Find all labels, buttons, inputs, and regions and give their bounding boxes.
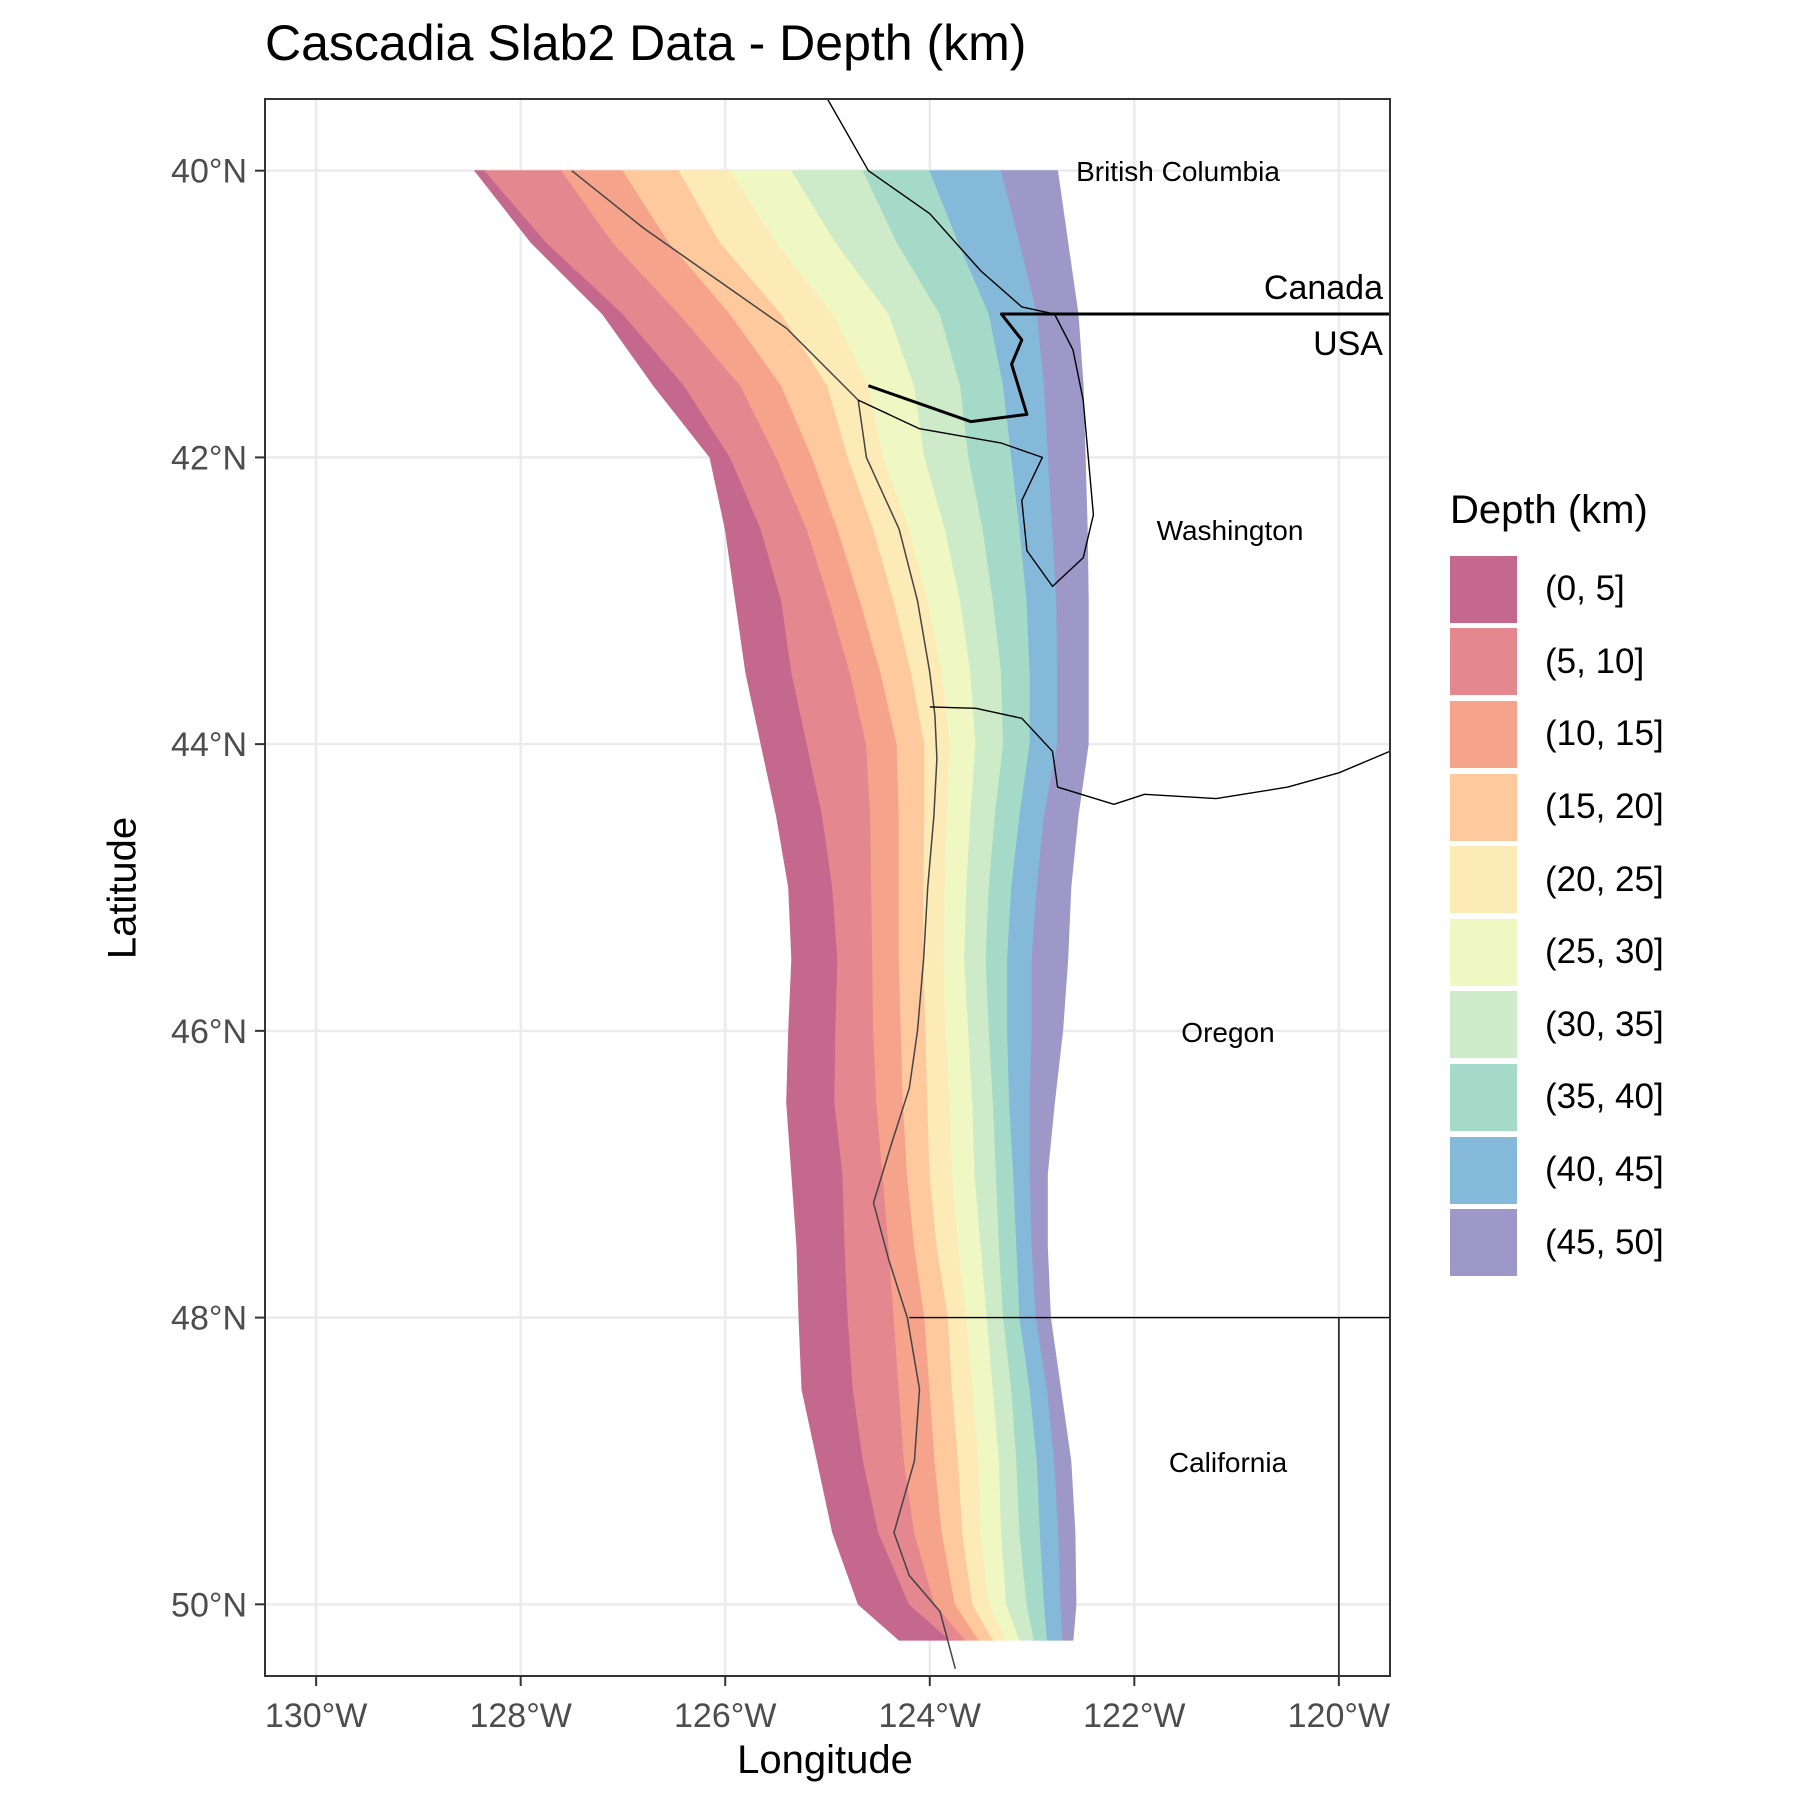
legend-item: (35, 40] bbox=[1450, 1061, 1664, 1134]
label-british-columbia: British Columbia bbox=[1076, 156, 1280, 187]
columbia-river-border bbox=[929, 706, 1390, 805]
legend-label: (10, 15] bbox=[1545, 714, 1664, 754]
canada-usa-border bbox=[867, 312, 1390, 424]
coastline bbox=[571, 170, 957, 1669]
legend-label: (45, 50] bbox=[1545, 1222, 1664, 1262]
legend-item: (45, 50] bbox=[1450, 1206, 1664, 1279]
legend-swatch bbox=[1450, 918, 1517, 986]
depth-legend: Depth (km) (0, 5] (5, 10] (10, 15] (15, … bbox=[1450, 488, 1664, 1279]
legend-label: (0, 5] bbox=[1545, 569, 1625, 609]
legend-swatch bbox=[1450, 628, 1517, 696]
x-tick-label: 120°W bbox=[1288, 1697, 1390, 1735]
legend-swatch bbox=[1450, 1209, 1517, 1277]
x-tick-label: 130°W bbox=[265, 1697, 367, 1735]
legend-swatch bbox=[1450, 846, 1517, 914]
label-usa: USA bbox=[1313, 325, 1383, 363]
label-canada: Canada bbox=[1264, 269, 1383, 307]
y-axis-title: Latitude bbox=[100, 816, 145, 960]
y-tick-label: 42°N bbox=[171, 439, 247, 477]
x-tick-label: 128°W bbox=[469, 1697, 571, 1735]
geographic-borders bbox=[571, 99, 1390, 1676]
mainland-coast bbox=[826, 99, 1095, 588]
legend-item: (15, 20] bbox=[1450, 771, 1664, 844]
x-tick-label: 124°W bbox=[879, 1697, 981, 1735]
y-tick-label: 46°N bbox=[171, 1013, 247, 1051]
legend-label: (30, 35] bbox=[1545, 1004, 1664, 1044]
x-axis-title: Longitude bbox=[737, 1738, 913, 1782]
legend-label: (5, 10] bbox=[1545, 641, 1645, 681]
label-washington: Washington bbox=[1157, 515, 1304, 546]
y-tick-label: 48°N bbox=[171, 1300, 247, 1338]
legend-item: (5, 10] bbox=[1450, 626, 1664, 699]
legend-title: Depth (km) bbox=[1450, 488, 1648, 532]
legend-label: (35, 40] bbox=[1545, 1077, 1664, 1117]
legend-items: (0, 5] (5, 10] (10, 15] (15, 20] (20, 25… bbox=[1450, 553, 1664, 1279]
y-tick-label: 40°N bbox=[171, 153, 247, 191]
axes: 130°W 128°W 126°W 124°W 122°W 120°W 50°N 48°N 46… bbox=[171, 153, 1390, 1735]
region-labels: British Columbia Canada USA Washington O… bbox=[1076, 156, 1383, 1478]
legend-label: (40, 45] bbox=[1545, 1150, 1664, 1190]
legend-swatch bbox=[1450, 1063, 1517, 1131]
legend-item: (40, 45] bbox=[1450, 1134, 1664, 1207]
legend-item: (0, 5] bbox=[1450, 553, 1664, 626]
legend-swatch bbox=[1450, 555, 1517, 623]
legend-item: (10, 15] bbox=[1450, 698, 1664, 771]
depth-band bbox=[1000, 170, 1089, 1641]
page-title: Cascadia Slab2 Data - Depth (km) bbox=[265, 15, 1027, 71]
legend-label: (15, 20] bbox=[1545, 787, 1664, 827]
legend-swatch bbox=[1450, 700, 1517, 768]
label-california: California bbox=[1169, 1447, 1288, 1478]
legend-swatch bbox=[1450, 773, 1517, 841]
y-tick-label: 50°N bbox=[171, 1586, 247, 1624]
legend-label: (20, 25] bbox=[1545, 859, 1664, 899]
legend-swatch bbox=[1450, 1136, 1517, 1204]
label-oregon: Oregon bbox=[1181, 1017, 1274, 1048]
legend-item: (20, 25] bbox=[1450, 843, 1664, 916]
legend-swatch bbox=[1450, 991, 1517, 1059]
y-tick-label: 44°N bbox=[171, 726, 247, 764]
x-tick-label: 122°W bbox=[1083, 1697, 1185, 1735]
legend-item: (25, 30] bbox=[1450, 916, 1664, 989]
plot-panel-border bbox=[264, 98, 1391, 1677]
x-tick-label: 126°W bbox=[674, 1697, 776, 1735]
legend-label: (25, 30] bbox=[1545, 932, 1664, 972]
depth-bands bbox=[473, 170, 1089, 1641]
legend-item: (30, 35] bbox=[1450, 989, 1664, 1062]
